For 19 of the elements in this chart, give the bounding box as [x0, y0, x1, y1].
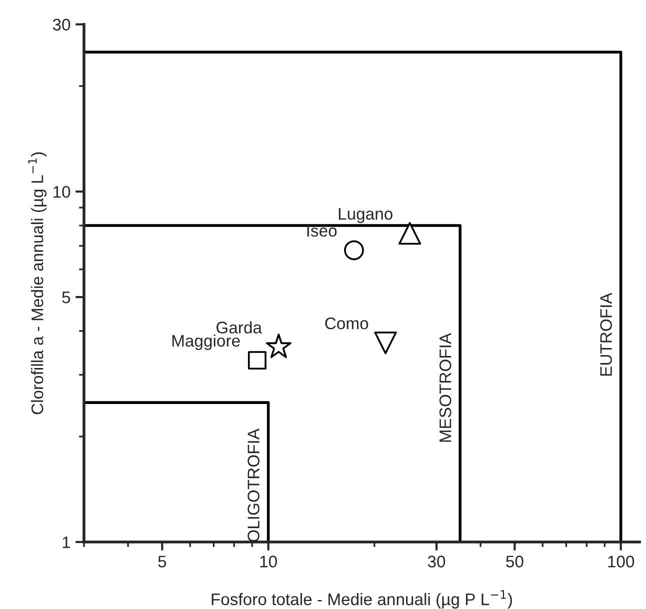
series-label: Maggiore	[172, 334, 240, 350]
annotation: MESOTROFIA	[439, 332, 452, 442]
y-tick-label: 1	[62, 536, 70, 548]
series-label: Garda	[216, 321, 262, 334]
series-label: Lugano	[338, 208, 392, 224]
y-tick-label: 10	[54, 186, 70, 198]
annotation: EUTROFIA	[600, 292, 612, 376]
y-tick-label: 30	[52, 18, 70, 31]
x-axis-title: Fosforo totale - Medie annuali (µg P L$^{−1}$)	[212, 590, 512, 609]
annotation: OLIGOTROFIA	[248, 428, 260, 542]
x-tick-label: 100	[608, 556, 634, 568]
x-tick-label: 5	[158, 556, 166, 568]
y-axis-title: Clorofilla a - Medie annuali (µg L$^{−1}$)	[28, 152, 47, 414]
x-tick-label: 10	[260, 556, 277, 568]
x-tick-label: 50	[506, 556, 524, 568]
series-label: Iseo	[307, 225, 337, 237]
y-tick-label: 5	[62, 292, 70, 304]
series-label: Como	[325, 318, 368, 330]
x-tick-label: 30	[428, 556, 446, 568]
